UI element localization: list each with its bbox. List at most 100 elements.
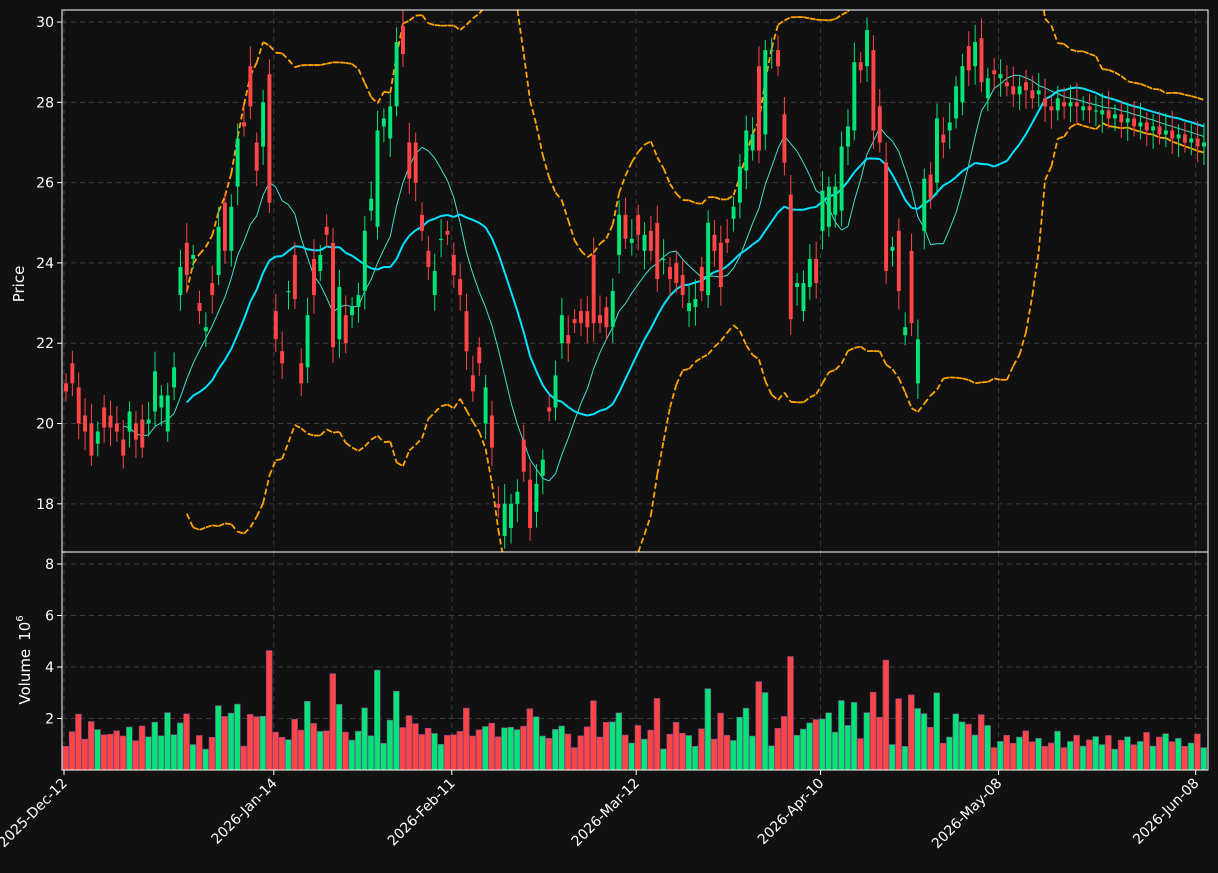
lower-band-line: [943, 376, 950, 380]
slow-moving-average-line: [561, 401, 569, 408]
slow-moving-average-line: [955, 170, 964, 178]
upper-band-line: [421, 14, 430, 24]
lower-band-line: [752, 354, 760, 361]
volume-bar: [615, 712, 623, 771]
slow-moving-average-line: [255, 272, 265, 290]
lower-band-line: [300, 427, 309, 435]
lower-band-line: [237, 530, 245, 535]
candle-body: [413, 142, 418, 183]
price-axis-title: Price: [10, 266, 28, 303]
candle-body: [311, 258, 316, 296]
slow-moving-average-line: [402, 235, 411, 246]
price-tick-label: 30: [36, 15, 54, 31]
volume-bar: [1003, 734, 1010, 771]
candle-body: [788, 194, 793, 320]
slow-moving-average-line: [897, 186, 907, 201]
volume-bar: [1041, 746, 1049, 771]
volume-bar: [526, 708, 534, 771]
candle-body: [667, 266, 672, 279]
upper-band-line: [611, 192, 620, 225]
slow-moving-average-line: [447, 214, 455, 218]
volume-bar: [583, 726, 591, 771]
volume-bar: [1073, 734, 1080, 771]
candle-body: [782, 114, 787, 163]
lower-band-line: [281, 441, 290, 460]
volume-bar: [1009, 742, 1017, 771]
candle-body: [1157, 126, 1162, 135]
volume-axis-exponent-base: 10: [16, 622, 34, 641]
fast-moving-average-line: [911, 189, 919, 218]
volume-bar: [513, 729, 521, 771]
candle-body: [1189, 138, 1194, 143]
price-tick-label: 20: [36, 417, 54, 433]
lower-band-line: [1101, 122, 1110, 127]
fast-moving-average-line: [1146, 117, 1154, 121]
volume-bar: [361, 707, 368, 771]
slow-moving-average-line: [1159, 112, 1167, 117]
upper-band-line: [1197, 96, 1205, 101]
lower-band-line: [911, 407, 919, 413]
slow-moving-average-line: [491, 237, 500, 255]
candle-body: [706, 222, 711, 296]
upper-band-line: [1120, 75, 1129, 82]
upper-band-line: [459, 23, 468, 31]
lower-band-line: [854, 345, 861, 349]
fast-moving-average-line: [834, 221, 843, 231]
volume-bar: [545, 738, 553, 771]
volume-bar: [749, 735, 756, 771]
volume-bar: [736, 716, 743, 771]
upper-band-line: [192, 253, 201, 265]
slow-moving-average-line: [993, 162, 1001, 168]
upper-band-line: [1108, 69, 1116, 74]
candle-body: [979, 38, 984, 83]
candle-body: [102, 407, 107, 428]
candle-body: [222, 202, 227, 251]
lower-band-line: [885, 363, 894, 370]
lower-band-line: [930, 389, 938, 397]
volume-bar: [1028, 741, 1036, 771]
volume-bar: [1098, 744, 1106, 771]
fast-moving-average-line: [968, 136, 976, 165]
volume-bar: [742, 707, 750, 771]
volume-bar: [1181, 746, 1188, 771]
fast-moving-average-line: [942, 228, 951, 244]
candle-body: [890, 246, 895, 251]
slow-moving-average-line: [522, 332, 532, 357]
candle-body: [865, 30, 870, 67]
candle-body: [343, 315, 348, 344]
lower-band-line: [1184, 145, 1192, 150]
volume-bar: [621, 734, 629, 771]
volume-bar: [393, 690, 400, 771]
candle-body: [1125, 118, 1130, 123]
candle-body: [1138, 122, 1143, 127]
upper-band-line: [1057, 42, 1065, 45]
slow-moving-average-line: [777, 205, 786, 214]
volume-bar: [157, 735, 165, 771]
lower-band-line: [440, 403, 448, 408]
volume-bar: [666, 733, 673, 771]
volume-bar: [895, 698, 902, 771]
volume-bar: [698, 728, 705, 771]
upper-band-line: [465, 17, 474, 26]
volume-bar: [1130, 744, 1138, 771]
fast-moving-average-line: [625, 292, 633, 304]
fast-moving-average-line: [605, 326, 614, 340]
fast-moving-average-line: [281, 200, 289, 206]
slow-moving-average-line: [1165, 114, 1173, 119]
fast-moving-average-line: [275, 186, 283, 201]
volume-bar: [494, 736, 502, 771]
volume-bar: [958, 721, 966, 771]
lower-band-line: [936, 378, 945, 391]
candle-body: [305, 315, 310, 368]
slow-moving-average-line: [624, 365, 633, 380]
candle-body: [1036, 90, 1041, 95]
slow-moving-average-line: [662, 295, 671, 306]
lower-band-line: [370, 434, 378, 441]
slow-moving-average-line: [809, 205, 817, 209]
slow-moving-average-line: [745, 243, 754, 251]
upper-band-line: [185, 263, 195, 292]
volume-bar: [342, 731, 349, 771]
lower-band-line: [1165, 137, 1173, 143]
price-tick-label: 18: [36, 497, 54, 513]
upper-band-line: [592, 243, 601, 254]
